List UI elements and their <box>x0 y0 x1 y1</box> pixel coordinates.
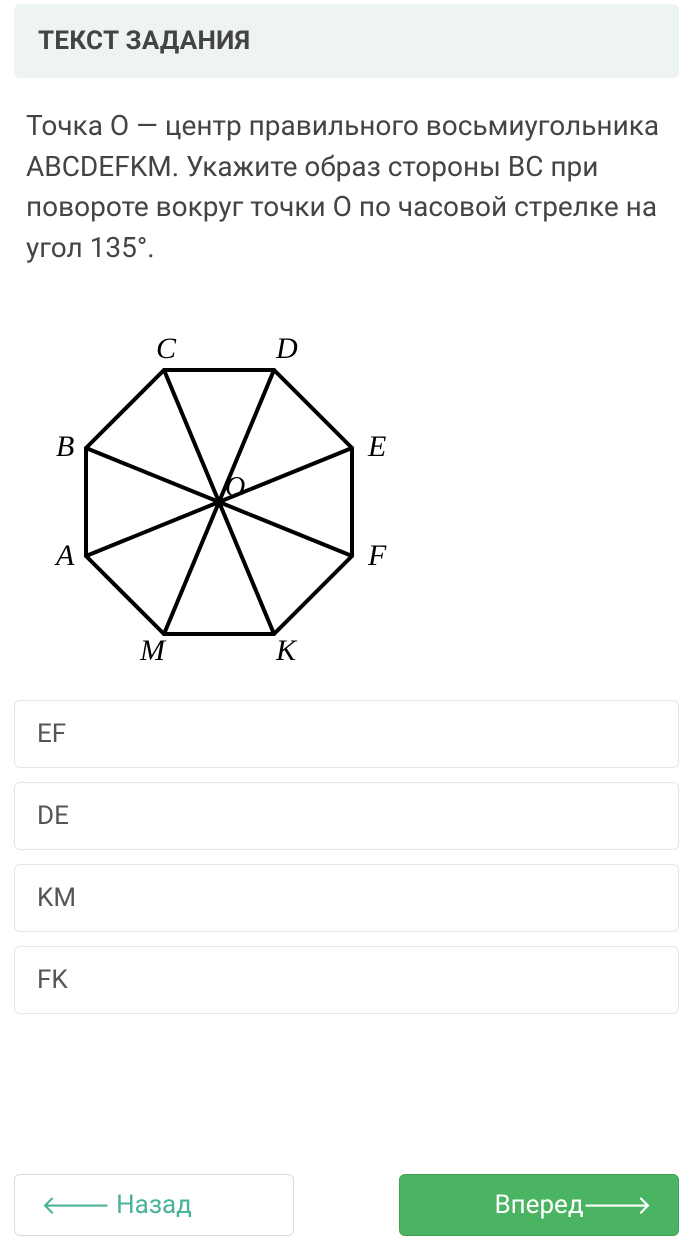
next-button[interactable]: Вперед 🡒 <box>399 1174 679 1236</box>
svg-text:E: E <box>367 430 386 463</box>
svg-text:F: F <box>367 539 387 572</box>
arrow-left-icon: 🡐 <box>41 1190 111 1221</box>
svg-text:C: C <box>156 332 177 365</box>
nav-row: 🡐 Назад Вперед 🡒 <box>14 1174 679 1236</box>
octagon-diagram: A B C D E F K M O <box>14 290 454 680</box>
svg-text:A: A <box>54 539 75 572</box>
diagram-container: A B C D E F K M O <box>14 286 679 700</box>
svg-text:D: D <box>275 332 298 365</box>
option-fk[interactable]: FK <box>14 946 679 1014</box>
svg-text:B: B <box>56 430 74 463</box>
task-header: ТЕКСТ ЗАДАНИЯ <box>14 4 679 78</box>
next-button-label: Вперед <box>494 1190 583 1220</box>
task-header-title: ТЕКСТ ЗАДАНИЯ <box>38 26 655 56</box>
svg-text:M: M <box>139 634 167 667</box>
svg-text:O: O <box>225 472 245 503</box>
answer-options: EF DE KM FK <box>14 700 679 1048</box>
problem-text: Точка O — центр правильного восьмиугольн… <box>14 78 679 286</box>
back-button-label: Назад <box>116 1190 192 1220</box>
option-ef[interactable]: EF <box>14 700 679 768</box>
option-de[interactable]: DE <box>14 782 679 850</box>
option-km[interactable]: KM <box>14 864 679 932</box>
svg-text:K: K <box>275 634 298 667</box>
back-button[interactable]: 🡐 Назад <box>14 1174 294 1236</box>
arrow-right-icon: 🡒 <box>582 1190 652 1221</box>
